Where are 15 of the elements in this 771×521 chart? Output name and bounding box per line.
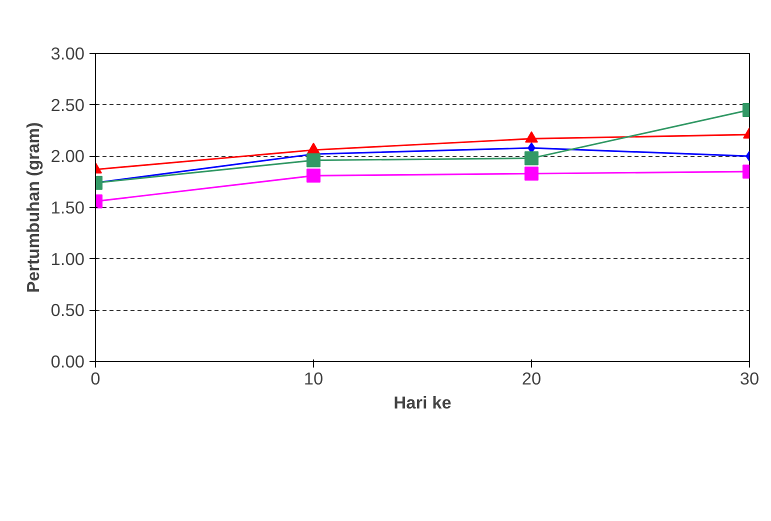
y-tick-label: 3.00 <box>50 44 85 64</box>
point <box>307 142 320 154</box>
y-tick-label: 0.00 <box>50 352 85 372</box>
point <box>525 131 538 143</box>
y-tick-label: 1.00 <box>50 248 85 269</box>
x-tick-label: 0 <box>90 368 100 388</box>
y-tick-label: 2.00 <box>50 146 85 166</box>
y-tick-label: 0.50 <box>50 300 85 320</box>
x-tick-label: 20 <box>522 368 542 388</box>
x-axis-title: Hari ke <box>394 392 452 412</box>
y-axis-title: Pertumbuhan (gram) <box>22 122 43 293</box>
x-tick-label: 30 <box>740 368 760 388</box>
y-tick-label: 2.50 <box>50 94 85 115</box>
x-tick-label: 10 <box>304 368 324 388</box>
y-tick-label: 1.50 <box>50 198 85 218</box>
